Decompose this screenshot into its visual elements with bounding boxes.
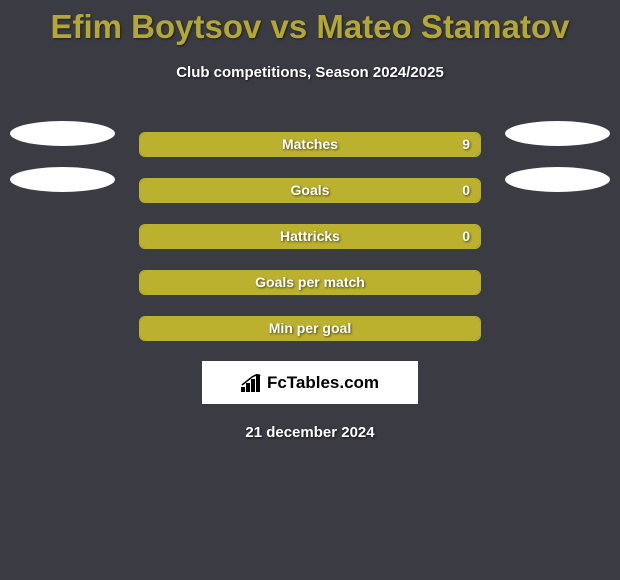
bar-label: Min per goal (140, 320, 480, 336)
stat-bar: Hattricks0 (139, 224, 481, 249)
bar-label: Hattricks (140, 228, 480, 244)
stat-row: Matches9 (10, 121, 610, 167)
logo-text: FcTables.com (267, 373, 379, 393)
main-container: Efim Boytsov vs Mateo Stamatov Club comp… (0, 0, 620, 441)
stat-row: Min per goal (10, 305, 610, 351)
ellipse-right (505, 167, 610, 192)
bar-value: 0 (462, 228, 470, 244)
subtitle: Club competitions, Season 2024/2025 (0, 64, 620, 81)
stat-row: Hattricks0 (10, 213, 610, 259)
stat-bar: Goals per match (139, 270, 481, 295)
stat-row: Goals0 (10, 167, 610, 213)
ellipse-right (505, 121, 610, 146)
bar-label: Goals (140, 182, 480, 198)
stat-bar: Min per goal (139, 316, 481, 341)
stats-area: Matches9Goals0Hattricks0Goals per matchM… (0, 121, 620, 351)
stat-bar: Matches9 (139, 132, 481, 157)
stat-bar: Goals0 (139, 178, 481, 203)
bar-value: 9 (462, 136, 470, 152)
bar-label: Goals per match (140, 274, 480, 290)
ellipse-left (10, 167, 115, 192)
chart-icon (241, 374, 263, 392)
bar-value: 0 (462, 182, 470, 198)
date-label: 21 december 2024 (0, 424, 620, 441)
stat-row: Goals per match (10, 259, 610, 305)
ellipse-left (10, 121, 115, 146)
logo: FcTables.com (241, 373, 379, 393)
logo-box[interactable]: FcTables.com (202, 361, 418, 404)
bar-label: Matches (140, 136, 480, 152)
page-title: Efim Boytsov vs Mateo Stamatov (0, 8, 620, 46)
